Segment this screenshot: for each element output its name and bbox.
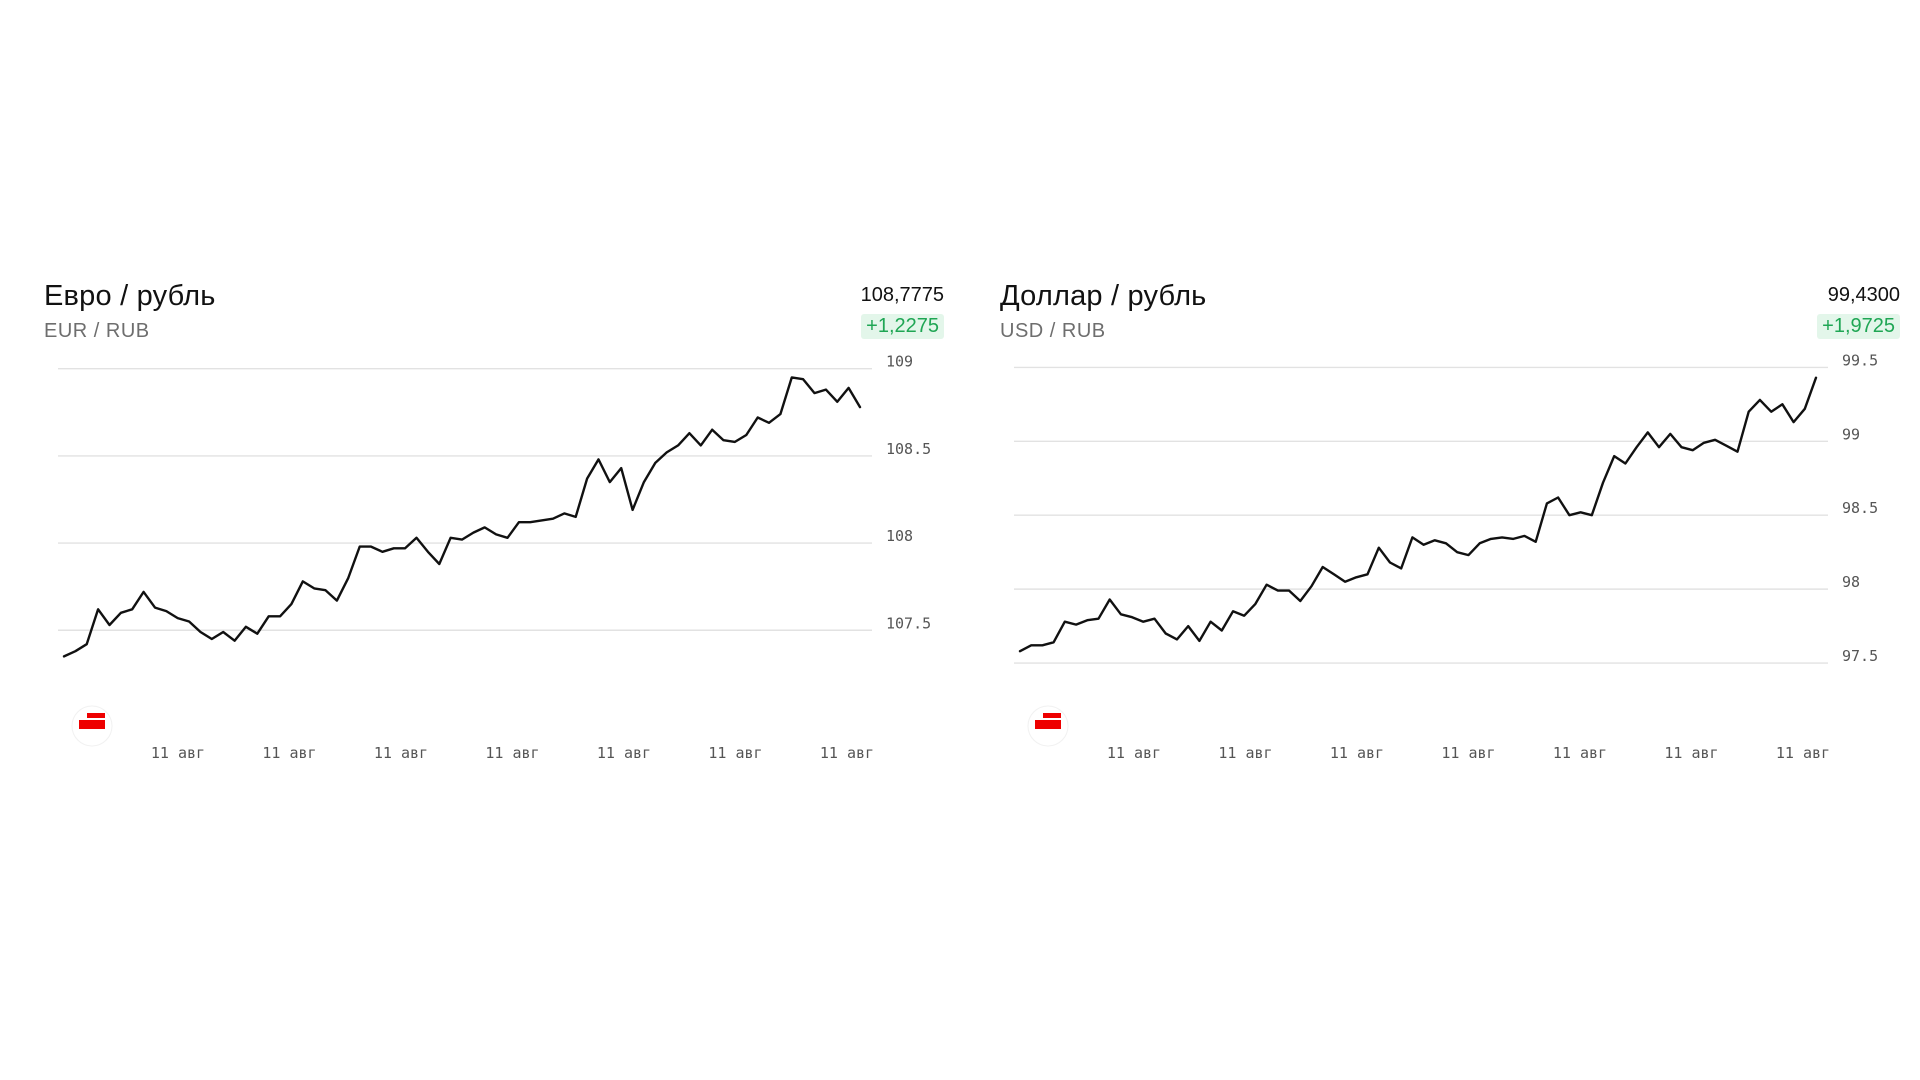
y-tick-label: 109 [886, 353, 913, 371]
chart-subtitle: USD / RUB [1000, 320, 1106, 342]
x-tick-label: 11 авг [1218, 744, 1272, 762]
chart-title: Евро / рубль [44, 280, 216, 312]
chart-subtitle: EUR / RUB [44, 320, 150, 342]
current-price: 99,4300 [1827, 284, 1900, 306]
price-change-badge: +1,9725 [1817, 314, 1900, 339]
x-tick-label: 11 авг [374, 744, 428, 762]
x-tick-label: 11 авг [1553, 744, 1607, 762]
x-tick-label: 11 авг [485, 744, 539, 762]
x-tick-label: 11 авг [1776, 744, 1830, 762]
y-tick-label: 107.5 [886, 614, 931, 632]
price-change-badge: +1,2275 [861, 314, 944, 339]
bank-logo-icon [1027, 705, 1069, 747]
series-line [1018, 376, 1818, 653]
current-price: 108,7775 [860, 284, 944, 306]
eur-rub-line-chart[interactable]: 109 108.5 108 107.5 11 авг 11 авг 11 авг 11 авг… [44, 353, 944, 800]
x-tick-label: 11 авг [1441, 744, 1495, 762]
x-tick-label: 11 авг [820, 744, 874, 762]
eur-rub-panel: Евро / рубль EUR / RUB 108,7775 +1,2275 … [44, 280, 944, 820]
x-tick-label: 11 авг [1107, 744, 1161, 762]
chart-title: Доллар / рубль [1000, 280, 1207, 312]
x-tick-label: 11 авг [1330, 744, 1384, 762]
x-tick-label: 11 авг [597, 744, 651, 762]
series-line [62, 376, 862, 658]
y-tick-label: 108 [886, 527, 913, 545]
x-tick-label: 11 авг [262, 744, 316, 762]
x-tick-label: 11 авг [1664, 744, 1718, 762]
y-tick-label: 98 [1842, 573, 1860, 591]
x-tick-label: 11 авг [708, 744, 762, 762]
y-tick-label: 97.5 [1842, 647, 1878, 665]
usd-rub-line-chart[interactable]: 99.5 99 98.5 98 97.5 11 авг 11 авг 11 авг 11 авг… [1000, 351, 1900, 800]
y-tick-label: 108.5 [886, 440, 931, 458]
y-tick-label: 99.5 [1842, 351, 1878, 369]
usd-rub-panel: Доллар / рубль USD / RUB 99,4300 +1,9725… [1000, 280, 1900, 820]
y-tick-label: 99 [1842, 425, 1860, 443]
bank-logo-icon [71, 705, 113, 747]
y-tick-label: 98.5 [1842, 499, 1878, 517]
x-tick-label: 11 авг [151, 744, 205, 762]
